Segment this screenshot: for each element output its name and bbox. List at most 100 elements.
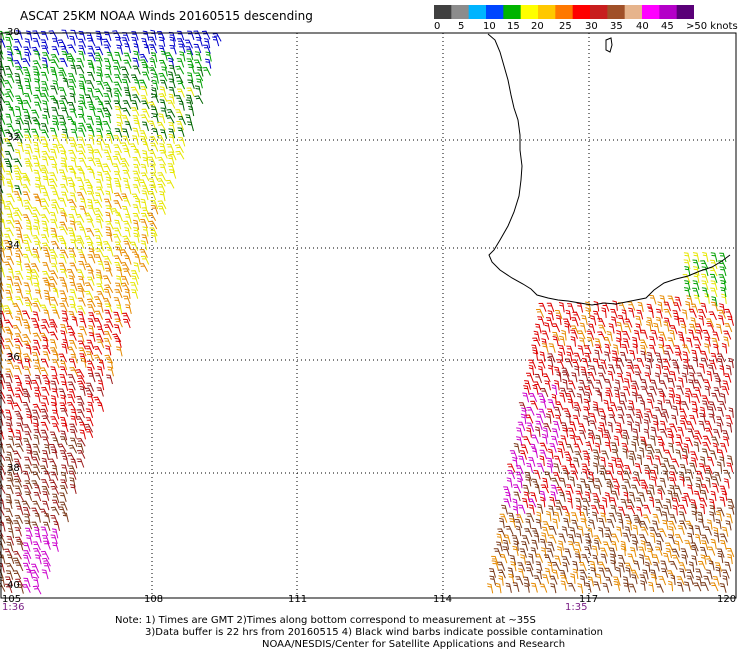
wind-barb [34, 392, 41, 403]
longitude-label: 114 [433, 594, 453, 605]
wind-barb [647, 548, 654, 559]
wind-barb [103, 58, 112, 68]
wind-barb [95, 128, 103, 138]
wind-barb [49, 339, 58, 349]
wind-barb [572, 568, 579, 579]
wind-barb [489, 575, 497, 586]
wind-barb [49, 249, 58, 258]
wind-barb [88, 63, 95, 74]
wind-barb [611, 442, 619, 452]
wind-barb [598, 567, 606, 578]
wind-barb [724, 561, 732, 572]
wind-barb [3, 79, 13, 89]
wind-barb [614, 393, 621, 404]
wind-barb [148, 36, 157, 46]
wind-barb [195, 36, 203, 47]
wind-barb [649, 336, 656, 347]
wind-barb [69, 423, 78, 433]
wind-barb [635, 413, 642, 424]
wind-barb [41, 386, 50, 396]
wind-barb [12, 303, 22, 312]
wind-barb [582, 505, 588, 517]
wind-barb [33, 169, 41, 180]
wind-barb [645, 541, 654, 551]
wind-barb [665, 542, 674, 552]
wind-barb [666, 428, 675, 438]
wind-barb [24, 456, 32, 466]
wind-barb [654, 546, 663, 556]
wind-barb [653, 463, 659, 475]
wind-barb [120, 158, 130, 167]
wind-barb [6, 353, 15, 363]
wind-barb [690, 457, 698, 468]
wind-barb [151, 87, 158, 98]
wind-barb [61, 29, 69, 40]
wind-barb [7, 528, 15, 539]
wind-barb [534, 373, 543, 384]
wind-barb [69, 358, 77, 369]
wind-barb [50, 534, 58, 545]
wind-barb [599, 465, 608, 475]
wind-barb [84, 282, 94, 291]
wind-barb [592, 462, 599, 473]
wind-barb [32, 443, 41, 454]
wind-barb [602, 582, 610, 593]
wind-barb [49, 323, 58, 333]
wind-barb [715, 566, 721, 578]
wind-barb [32, 311, 40, 322]
wind-barb [593, 539, 600, 550]
wind-barb [42, 535, 50, 545]
wind-barb [553, 421, 561, 431]
wind-barb [716, 422, 723, 433]
wind-barb [530, 547, 537, 558]
wind-barb [70, 415, 77, 426]
wind-barb [524, 380, 531, 390]
wind-barb [560, 435, 568, 446]
wind-barb [30, 569, 40, 579]
wind-barb [698, 463, 706, 473]
wind-barb [23, 562, 31, 572]
wind-barb [93, 95, 103, 105]
wind-barb [106, 358, 114, 369]
wind-barb [678, 511, 686, 522]
wind-barb [120, 249, 130, 258]
wind-barb [667, 337, 675, 347]
wind-barb [622, 576, 629, 587]
wind-barb [77, 287, 85, 298]
wind-barb [685, 301, 691, 312]
wind-barb [689, 323, 697, 334]
wind-barb [612, 344, 619, 355]
wind-barb [120, 261, 130, 271]
wind-barb [633, 330, 641, 341]
wind-barb [69, 92, 76, 104]
wind-barb [86, 218, 95, 228]
wind-barb [602, 497, 608, 508]
wind-barb [593, 581, 601, 591]
wind-barb [122, 170, 131, 180]
wind-barb [121, 107, 131, 117]
wind-barb [635, 497, 644, 507]
wind-barb [48, 276, 58, 286]
wind-barb [59, 492, 67, 502]
wind-barb [698, 363, 705, 374]
wind-barb [187, 121, 194, 132]
wind-barb [609, 402, 618, 412]
wind-barb [521, 407, 527, 418]
wind-barb [539, 455, 545, 467]
wind-barb [0, 149, 5, 158]
wind-barb [80, 357, 87, 368]
wind-barb [60, 183, 69, 193]
wind-barb [559, 335, 566, 346]
wind-barb [706, 322, 715, 332]
wind-barb [5, 499, 13, 510]
wind-barb [617, 470, 624, 481]
wind-barb [78, 185, 87, 195]
wind-barb [160, 50, 168, 61]
wind-barb [711, 483, 719, 493]
wind-barb [21, 58, 31, 67]
wind-barb [158, 45, 166, 55]
wind-barb [116, 266, 123, 277]
wind-barb [151, 52, 158, 63]
wind-barb [679, 476, 685, 487]
wind-barb [570, 325, 579, 335]
